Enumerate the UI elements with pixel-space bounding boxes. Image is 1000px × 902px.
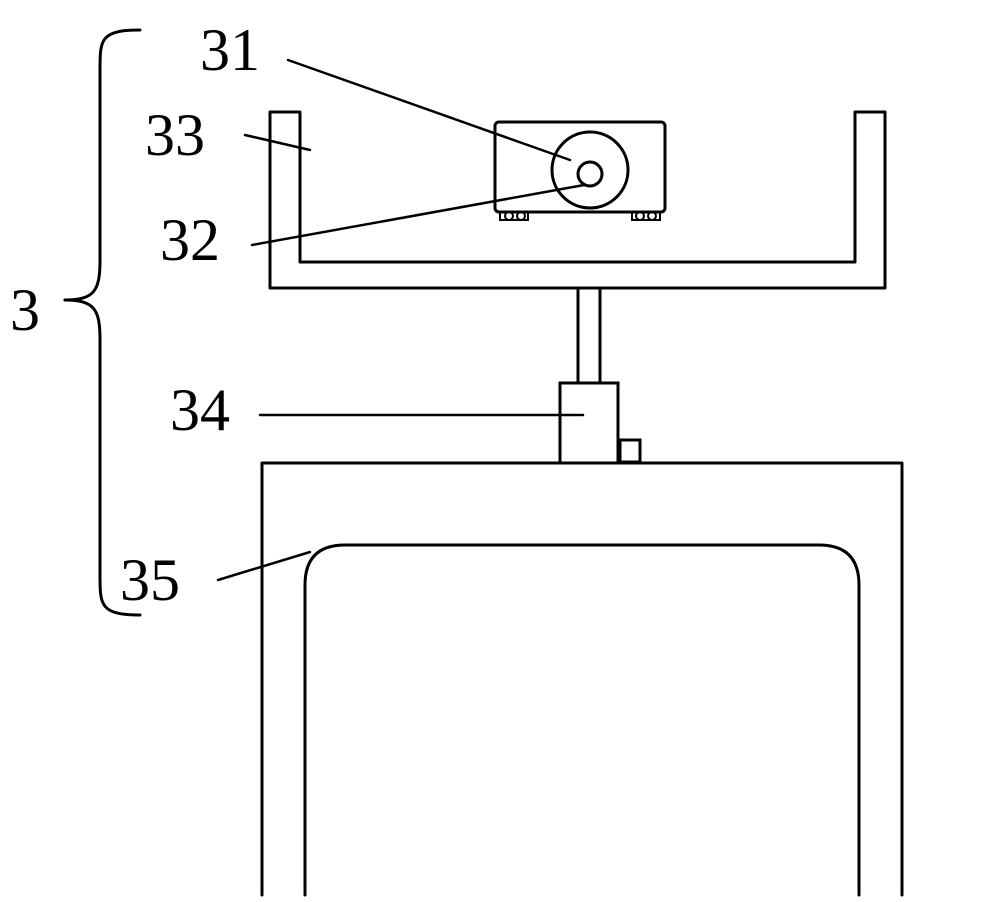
- label-31: 31: [200, 17, 260, 83]
- label-34: 34: [170, 377, 230, 443]
- label-32: 32: [160, 207, 220, 273]
- label-group: 3: [10, 277, 40, 343]
- label-35: 35: [120, 547, 180, 613]
- label-33: 33: [145, 102, 205, 168]
